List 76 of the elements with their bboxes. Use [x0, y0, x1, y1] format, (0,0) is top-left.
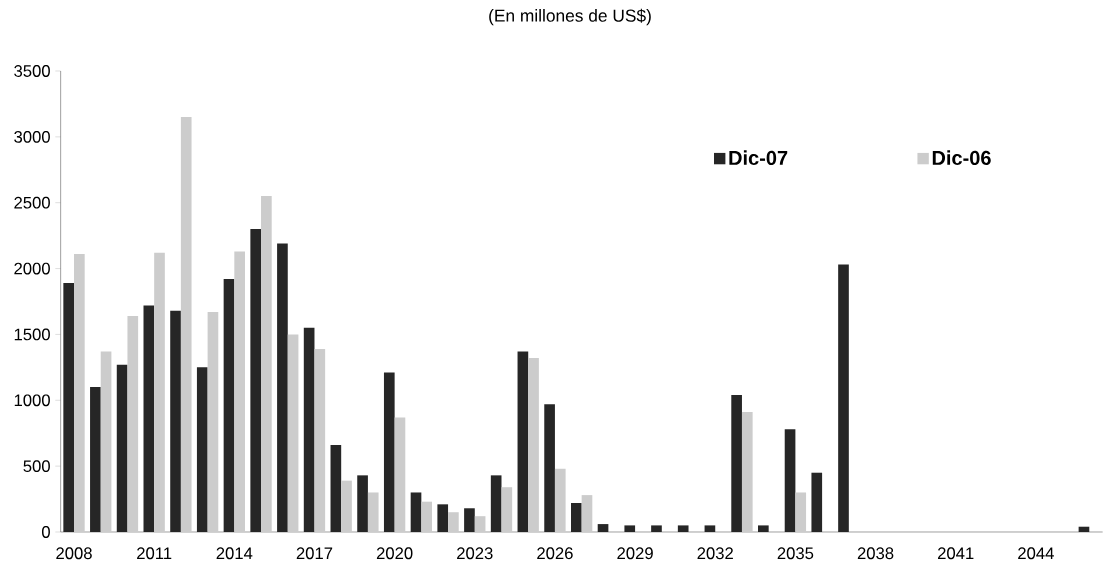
- bar: [554, 468, 566, 532]
- bar: [704, 525, 716, 532]
- bar: [581, 495, 593, 532]
- y-tick-label: 1000: [14, 394, 50, 407]
- y-tick-label: 1500: [14, 328, 50, 341]
- x-tick-label: 2008: [56, 547, 92, 560]
- bar: [677, 525, 689, 532]
- bar: [180, 117, 192, 532]
- bar: [357, 475, 368, 532]
- bar: [651, 525, 662, 532]
- bar: [154, 252, 165, 532]
- x-tick-label: 2029: [617, 547, 653, 560]
- bar: [758, 525, 769, 532]
- bar: [63, 283, 75, 532]
- bar: [196, 367, 208, 532]
- x-tick-label: 2023: [457, 547, 493, 560]
- x-tick-label: 2017: [296, 547, 333, 560]
- x-tick-label: 2032: [697, 547, 733, 560]
- bar: [314, 348, 326, 532]
- bar: [410, 492, 422, 532]
- x-tick-label: 2020: [376, 547, 413, 560]
- bar: [501, 487, 513, 532]
- chart-subtitle: (En millones de US$): [489, 8, 651, 26]
- x-tick-label: 2014: [216, 547, 253, 560]
- legend-label: Dic-07: [729, 150, 788, 166]
- bar: [303, 327, 315, 532]
- bar: [570, 503, 582, 532]
- bar: [223, 279, 235, 532]
- y-tick-label: 2000: [14, 262, 50, 275]
- x-tick-label: 2026: [537, 547, 573, 560]
- y-tick-label: 3000: [14, 130, 50, 143]
- legend-label: Dic-06: [932, 150, 991, 166]
- bar: [784, 429, 796, 532]
- bar: [330, 445, 342, 532]
- bar: [116, 364, 128, 532]
- bar: [100, 351, 112, 532]
- bar: [838, 264, 849, 532]
- bar: [277, 243, 288, 532]
- bar: [795, 492, 807, 532]
- x-tick-label: 2044: [1018, 547, 1054, 560]
- bar: [287, 334, 299, 532]
- bar: [261, 196, 272, 532]
- bar: [143, 305, 155, 532]
- x-tick-label: 2041: [938, 547, 974, 560]
- bar: [367, 492, 379, 532]
- bar: [170, 310, 181, 532]
- bar: [741, 412, 753, 532]
- bar: [383, 372, 395, 532]
- bar: [544, 404, 555, 532]
- x-tick-label: 2011: [137, 547, 172, 560]
- bar: [90, 387, 101, 532]
- bar: [528, 358, 539, 532]
- y-tick-label: 3500: [14, 65, 50, 77]
- bar: [250, 229, 262, 532]
- bar: [624, 525, 636, 532]
- bar: [464, 508, 475, 532]
- bar: [731, 395, 742, 532]
- x-tick-label: 2038: [857, 547, 894, 560]
- bar: [341, 480, 352, 532]
- bar: [74, 254, 85, 532]
- bar: [474, 516, 486, 532]
- bar: [437, 504, 449, 532]
- bar: [127, 315, 139, 532]
- y-tick-label: 500: [23, 460, 50, 473]
- bar: [394, 417, 406, 532]
- bar: [490, 475, 502, 532]
- bar: [207, 312, 219, 532]
- bar: [597, 524, 609, 532]
- bar: [448, 512, 459, 532]
- bar: [811, 472, 823, 532]
- bar: [421, 501, 433, 532]
- bar: [517, 351, 529, 532]
- y-tick-label: 0: [41, 526, 50, 538]
- x-tick-label: 2035: [777, 547, 814, 560]
- bar: [234, 251, 245, 532]
- y-tick-label: 2500: [14, 196, 50, 209]
